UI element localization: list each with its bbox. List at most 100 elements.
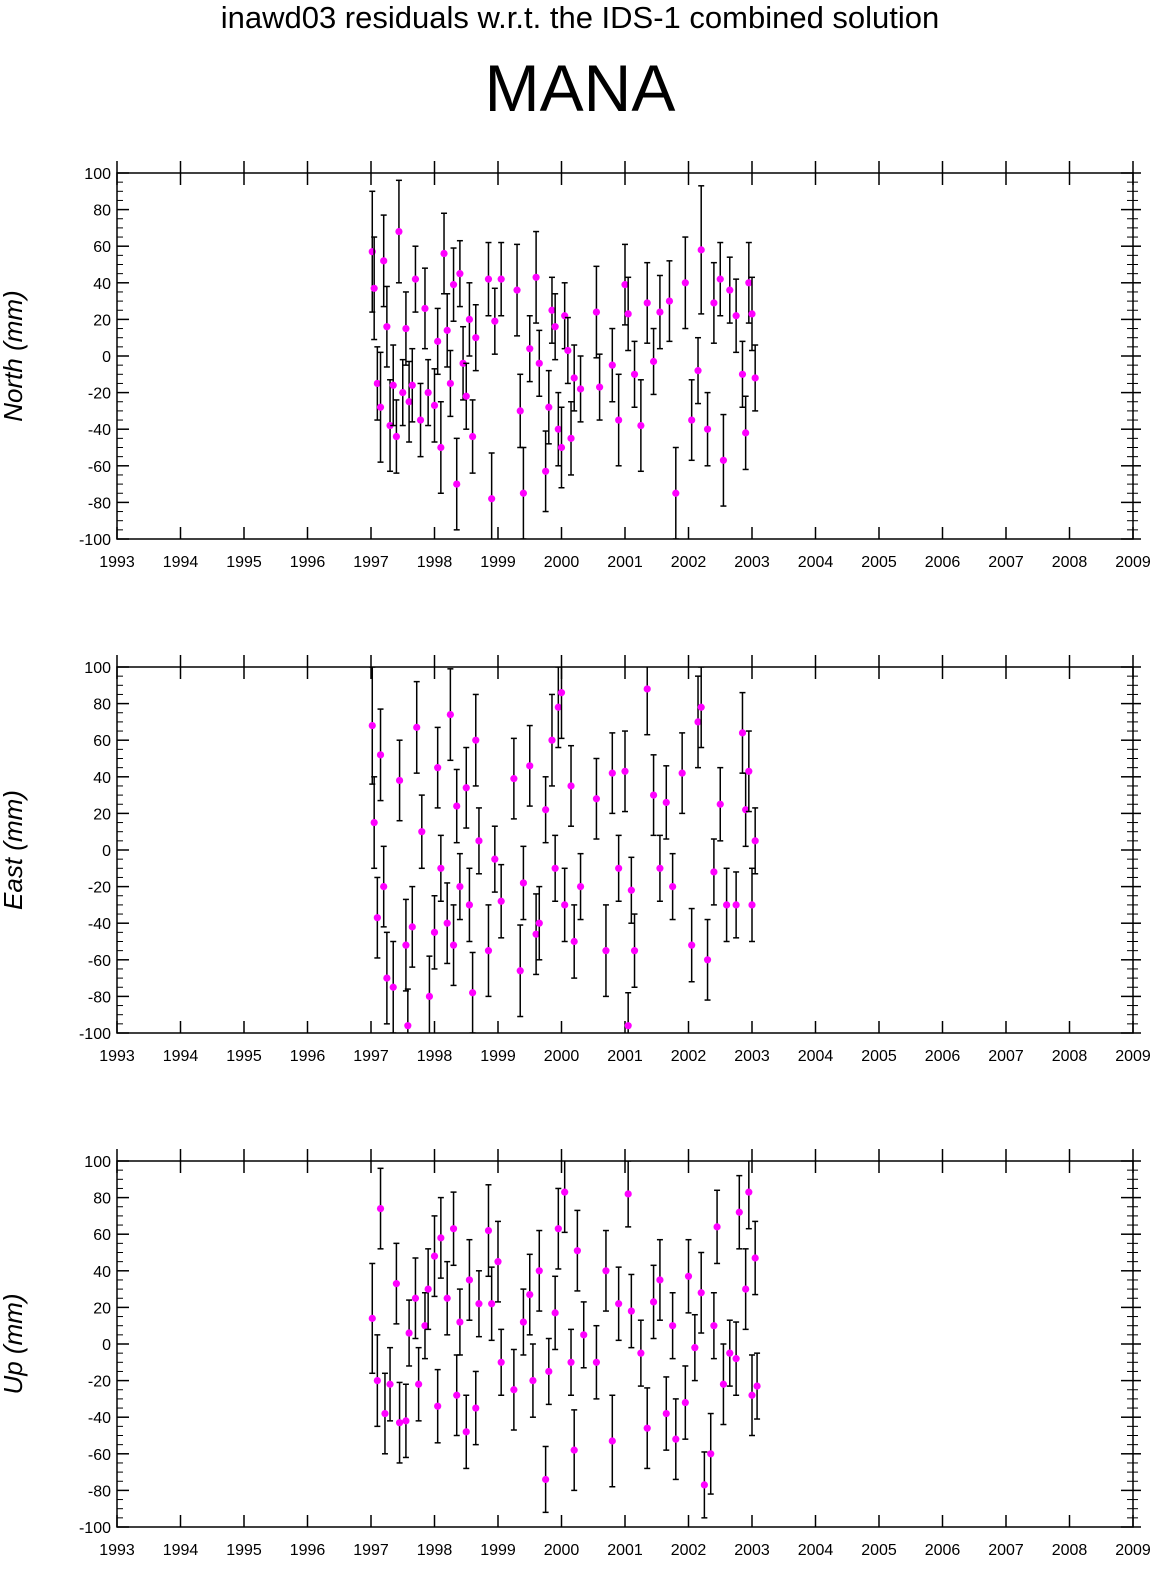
- panel-1: 1993 1994 1995 1996 1997 1998 1999 2000 2001 2002…: [0, 161, 1151, 571]
- y-tick-label: 60: [93, 1227, 111, 1244]
- y-tick-label: 0: [102, 1337, 111, 1354]
- data-point: [395, 227, 403, 236]
- data-point: [405, 398, 413, 406]
- data-point: [672, 1435, 680, 1443]
- y-tick-label: -100: [79, 532, 111, 549]
- data-point: [554, 1225, 562, 1233]
- data-point: [380, 257, 388, 265]
- data-point: [748, 901, 756, 909]
- data-point: [430, 928, 439, 936]
- x-tick-label: 2007: [988, 554, 1024, 571]
- data-point: [592, 308, 601, 316]
- data-point: [469, 989, 477, 997]
- data-point: [643, 685, 651, 693]
- data-point: [516, 407, 524, 415]
- y-tick-label: 20: [93, 806, 111, 823]
- data-point: [710, 1322, 718, 1330]
- data-point: [424, 389, 432, 397]
- x-tick-label: 1994: [163, 1048, 199, 1065]
- data-point: [700, 1481, 708, 1489]
- data-point: [567, 1358, 575, 1366]
- data-point: [621, 767, 629, 775]
- y-tick-label: 40: [93, 1264, 111, 1281]
- data-point: [643, 299, 651, 307]
- data-point: [624, 1190, 632, 1198]
- x-tick-label: 2001: [607, 1542, 643, 1559]
- data-point: [484, 947, 493, 955]
- x-tick-label: 2007: [988, 1542, 1024, 1559]
- data-point: [557, 443, 566, 452]
- data-point: [716, 275, 724, 283]
- data-point: [491, 855, 499, 863]
- data-point: [434, 1402, 442, 1410]
- data-point: [526, 762, 534, 770]
- data-point: [551, 1309, 559, 1317]
- data-point: [488, 1300, 496, 1308]
- x-tick-label: 1998: [417, 554, 453, 571]
- data-point: [745, 279, 753, 287]
- data-point: [456, 270, 464, 278]
- y-tick-label: 100: [84, 1154, 111, 1171]
- data-point: [446, 710, 454, 719]
- x-tick-label: 2008: [1052, 554, 1088, 571]
- data-point: [437, 864, 445, 872]
- x-tick-label: 2001: [607, 1048, 643, 1065]
- y-axis-label: Up (mm): [0, 1293, 28, 1394]
- y-tick-label: 40: [93, 276, 111, 293]
- data-point: [678, 769, 686, 777]
- data-point: [669, 883, 677, 891]
- data-point: [637, 1349, 645, 1357]
- x-tick-label: 2002: [671, 1542, 707, 1559]
- y-tick-label: 0: [102, 843, 111, 860]
- data-point: [732, 1355, 740, 1363]
- data-point: [402, 941, 410, 949]
- data-point: [434, 764, 442, 772]
- data-point: [405, 1329, 413, 1337]
- station-name: MANA: [484, 51, 676, 125]
- data-point: [551, 323, 559, 331]
- data-point: [738, 729, 747, 737]
- data-point: [373, 914, 381, 922]
- data-point: [415, 1380, 423, 1388]
- data-point: [602, 947, 610, 955]
- data-point: [542, 1475, 550, 1484]
- data-point: [561, 1188, 569, 1196]
- y-tick-label: 80: [93, 697, 111, 714]
- data-point: [443, 919, 451, 927]
- plot-area: [368, 1161, 761, 1519]
- y-tick-label: -60: [88, 953, 111, 970]
- data-point: [535, 1267, 543, 1275]
- y-tick-label: -20: [88, 1374, 111, 1391]
- data-point: [449, 281, 458, 289]
- data-point: [376, 751, 385, 759]
- data-point: [373, 379, 381, 388]
- x-tick-label: 1995: [226, 1048, 262, 1065]
- data-point: [440, 249, 448, 258]
- data-point: [649, 1298, 658, 1306]
- data-point: [532, 273, 540, 281]
- x-tick-label: 1995: [226, 554, 262, 571]
- data-point: [751, 374, 759, 382]
- plot-frame: [116, 172, 1134, 540]
- data-point: [532, 930, 540, 938]
- data-point: [615, 416, 623, 424]
- x-tick-label: 2009: [1115, 1048, 1151, 1065]
- x-tick-label: 2007: [988, 1048, 1024, 1065]
- data-point: [370, 818, 378, 827]
- data-point: [465, 901, 474, 909]
- data-point: [381, 1409, 389, 1418]
- x-tick-label: 2008: [1052, 1542, 1088, 1559]
- data-point: [637, 421, 645, 430]
- x-tick-label: 2001: [607, 554, 643, 571]
- data-point: [437, 443, 445, 452]
- data-point: [669, 1322, 677, 1330]
- data-point: [389, 381, 397, 389]
- data-point: [624, 310, 632, 318]
- data-point: [745, 767, 753, 775]
- y-tick-label: -100: [79, 1026, 111, 1043]
- data-point: [519, 489, 528, 497]
- data-point: [404, 1022, 412, 1030]
- x-tick-label: 2009: [1115, 554, 1151, 571]
- data-point: [719, 456, 728, 464]
- data-point: [529, 1377, 537, 1385]
